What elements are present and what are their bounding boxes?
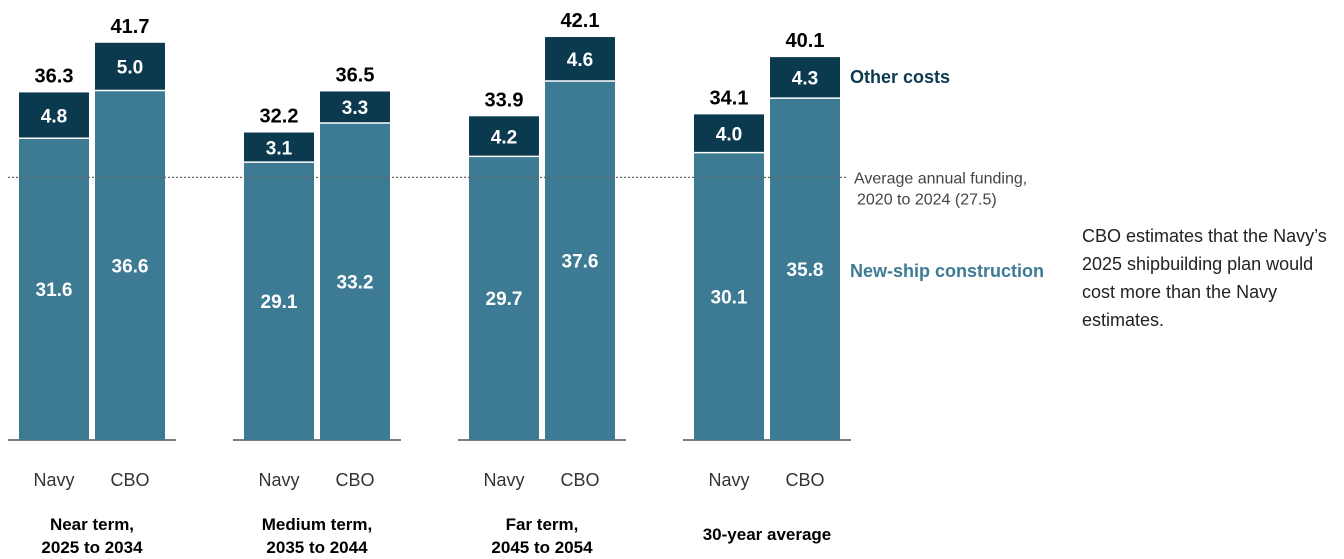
reference-line-label: Average annual funding, xyxy=(854,170,1027,187)
group-label: Medium term, xyxy=(262,515,373,534)
bar-category-label: CBO xyxy=(560,470,599,490)
bar-segment-new-ship xyxy=(244,162,314,441)
group-label: 2045 to 2054 xyxy=(491,538,593,557)
data-label-other-costs: 3.3 xyxy=(342,98,368,119)
bar-category-label: Navy xyxy=(483,470,524,490)
reference-line-label: 2020 to 2024 (27.5) xyxy=(857,191,997,208)
bar-segment-new-ship xyxy=(469,156,539,440)
group-label: 30-year average xyxy=(703,525,832,544)
bar-segment-new-ship xyxy=(19,138,89,440)
data-label-total: 32.2 xyxy=(260,106,299,128)
bar-segment-other-costs xyxy=(95,42,165,91)
data-label-total: 34.1 xyxy=(710,87,749,109)
data-label-new-ship: 29.1 xyxy=(261,292,298,313)
data-label-new-ship: 33.2 xyxy=(337,272,374,293)
data-label-total: 33.9 xyxy=(485,89,524,111)
bar-category-label: Navy xyxy=(33,470,74,490)
group-label: Near term, xyxy=(50,515,134,534)
bar-category-label: CBO xyxy=(110,470,149,490)
data-label-other-costs: 4.8 xyxy=(41,106,67,127)
legend-label-other-costs: Other costs xyxy=(850,67,950,87)
bar-segment-new-ship xyxy=(545,80,615,441)
data-label-total: 40.1 xyxy=(786,30,825,52)
bar-segment-new-ship xyxy=(770,98,840,440)
legend-label-new-ship-construction: New-ship construction xyxy=(850,261,1044,281)
data-label-other-costs: 3.1 xyxy=(266,138,293,159)
data-label-new-ship: 31.6 xyxy=(36,280,73,301)
data-label-other-costs: 4.2 xyxy=(491,127,517,148)
data-label-new-ship: 36.6 xyxy=(112,256,149,277)
data-label-total: 36.3 xyxy=(35,65,74,87)
bar-segment-other-costs xyxy=(545,37,615,81)
bar-segment-other-costs xyxy=(244,132,314,163)
bar-segment-other-costs xyxy=(320,91,390,123)
bar-segment-other-costs xyxy=(770,57,840,99)
data-label-other-costs: 4.3 xyxy=(792,69,818,90)
bar-segment-other-costs xyxy=(469,116,539,157)
data-label-new-ship: 35.8 xyxy=(787,260,824,281)
data-label-total: 41.7 xyxy=(111,16,150,38)
bar-category-label: CBO xyxy=(335,470,374,490)
bar-category-label: Navy xyxy=(708,470,749,490)
bar-segment-new-ship xyxy=(320,122,390,441)
chart-note: CBO estimates that the Navy’s 2025 shipb… xyxy=(1082,226,1327,330)
data-label-other-costs: 4.6 xyxy=(567,50,593,71)
data-label-total: 42.1 xyxy=(561,10,600,32)
group-label: 2025 to 2034 xyxy=(41,538,143,557)
bar-segment-new-ship xyxy=(95,90,165,440)
data-label-new-ship: 29.7 xyxy=(486,289,523,310)
bar-segment-other-costs xyxy=(19,92,89,139)
bar-segment-new-ship xyxy=(694,152,764,440)
data-label-new-ship: 37.6 xyxy=(562,251,599,272)
bar-category-label: Navy xyxy=(258,470,299,490)
data-label-total: 36.5 xyxy=(336,64,375,86)
data-label-other-costs: 5.0 xyxy=(117,58,143,79)
group-label: 2035 to 2044 xyxy=(266,538,368,557)
bar-segment-other-costs xyxy=(694,114,764,153)
data-label-other-costs: 4.0 xyxy=(716,124,742,145)
bar-category-label: CBO xyxy=(785,470,824,490)
group-label: Far term, xyxy=(506,515,579,534)
data-label-new-ship: 30.1 xyxy=(711,287,748,308)
